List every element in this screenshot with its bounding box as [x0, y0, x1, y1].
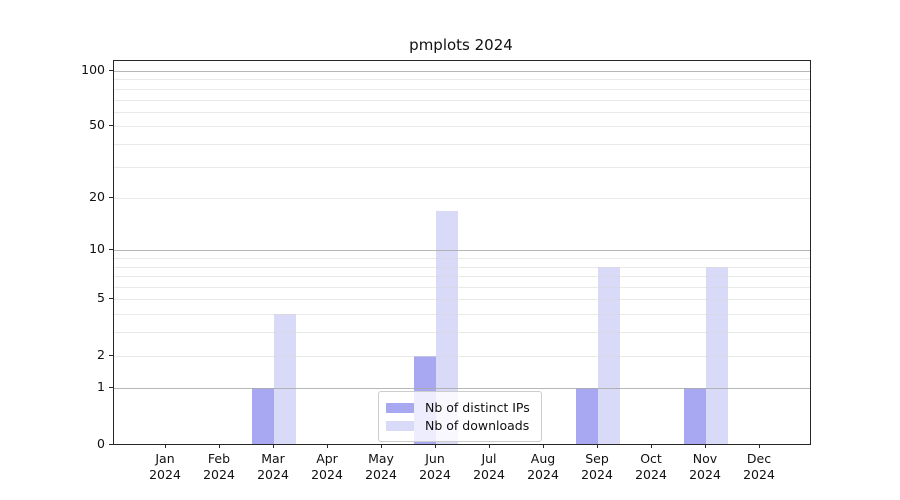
x-tick-label-dec: Dec 2024 — [743, 451, 775, 482]
bar-nb-of-downloads-nov — [706, 266, 728, 444]
y-tick-label: 10 — [89, 241, 105, 257]
legend-item: Nb of downloads — [386, 417, 541, 434]
bar-nb-of-downloads-sep — [598, 266, 620, 444]
x-tick-label-jul: Jul 2024 — [473, 451, 505, 482]
gridline-minor — [114, 332, 810, 334]
bar-nb-of-distinct-ips-sep — [576, 388, 598, 444]
legend-label: Nb of downloads — [425, 418, 530, 433]
gridline-minor — [114, 266, 810, 268]
y-tick-mark — [109, 443, 113, 445]
gridline-minor — [114, 88, 810, 90]
x-tick-label-sep: Sep 2024 — [581, 451, 613, 482]
bar-nb-of-distinct-ips-mar — [252, 388, 274, 444]
gridline-minor — [114, 143, 810, 145]
gridline-minor — [114, 126, 810, 128]
gridline-major — [114, 71, 810, 72]
x-tick-label-aug: Aug 2024 — [527, 451, 559, 482]
legend-label: Nb of distinct IPs — [425, 400, 530, 415]
legend-swatch-nb-of-downloads — [386, 420, 414, 431]
x-tick-label-jan: Jan 2024 — [149, 451, 181, 482]
y-tick-label: 2 — [97, 346, 105, 362]
y-tick-mark — [109, 387, 113, 389]
gridline-minor — [114, 355, 810, 357]
x-tick-label-oct: Oct 2024 — [635, 451, 667, 482]
x-tick-mark — [381, 444, 382, 448]
x-tick-label-mar: Mar 2024 — [257, 451, 289, 482]
gridline-minor — [114, 299, 810, 301]
x-tick-mark — [327, 444, 328, 448]
x-tick-mark — [165, 444, 166, 448]
y-tick-mark — [109, 197, 113, 199]
y-tick-label: 20 — [89, 189, 105, 205]
legend: Nb of distinct IPs Nb of downloads — [378, 391, 542, 442]
x-tick-mark — [705, 444, 706, 448]
bar-nb-of-downloads-mar — [274, 314, 296, 444]
bar-nb-of-distinct-ips-nov — [684, 388, 706, 444]
gridline-major — [114, 388, 810, 390]
y-tick-mark — [109, 70, 113, 71]
x-tick-mark — [759, 444, 760, 448]
gridline-minor — [114, 99, 810, 101]
x-tick-mark — [273, 444, 274, 448]
y-tick-label: 50 — [89, 117, 105, 133]
chart-title: pmplots 2024 — [409, 36, 513, 54]
legend-item: Nb of distinct IPs — [386, 399, 541, 416]
plot-area: Nb of distinct IPs Nb of downloads — [113, 60, 811, 445]
x-tick-label-feb: Feb 2024 — [203, 451, 235, 482]
y-tick-mark — [109, 354, 113, 356]
x-tick-label-apr: Apr 2024 — [311, 451, 343, 482]
x-tick-label-jun: Jun 2024 — [419, 451, 451, 482]
x-tick-mark — [219, 444, 220, 448]
gridline-minor — [114, 276, 810, 278]
x-tick-mark — [435, 444, 436, 448]
gridline-minor — [114, 314, 810, 316]
gridline-minor — [114, 166, 810, 168]
gridline-minor — [114, 287, 810, 289]
y-tick-label: 0 — [97, 435, 105, 451]
y-tick-mark — [109, 249, 113, 251]
x-tick-mark — [651, 444, 652, 448]
x-tick-label-may: May 2024 — [365, 451, 397, 482]
y-tick-label: 5 — [97, 290, 105, 306]
y-tick-label: 1 — [97, 379, 105, 395]
gridline-major — [114, 250, 810, 252]
x-tick-label-nov: Nov 2024 — [689, 451, 721, 482]
gridline-minor — [114, 198, 810, 200]
gridline-minor — [114, 79, 810, 81]
gridline-minor — [114, 111, 810, 113]
x-tick-mark — [543, 444, 544, 448]
legend-swatch-nb-of-distinct-ips — [386, 402, 414, 413]
y-tick-label: 100 — [81, 62, 105, 77]
gridline-minor — [114, 258, 810, 260]
bar-nb-of-downloads-jun — [436, 210, 458, 444]
y-tick-mark — [109, 125, 113, 127]
y-tick-mark — [109, 298, 113, 300]
x-tick-mark — [489, 444, 490, 448]
x-tick-mark — [597, 444, 598, 448]
